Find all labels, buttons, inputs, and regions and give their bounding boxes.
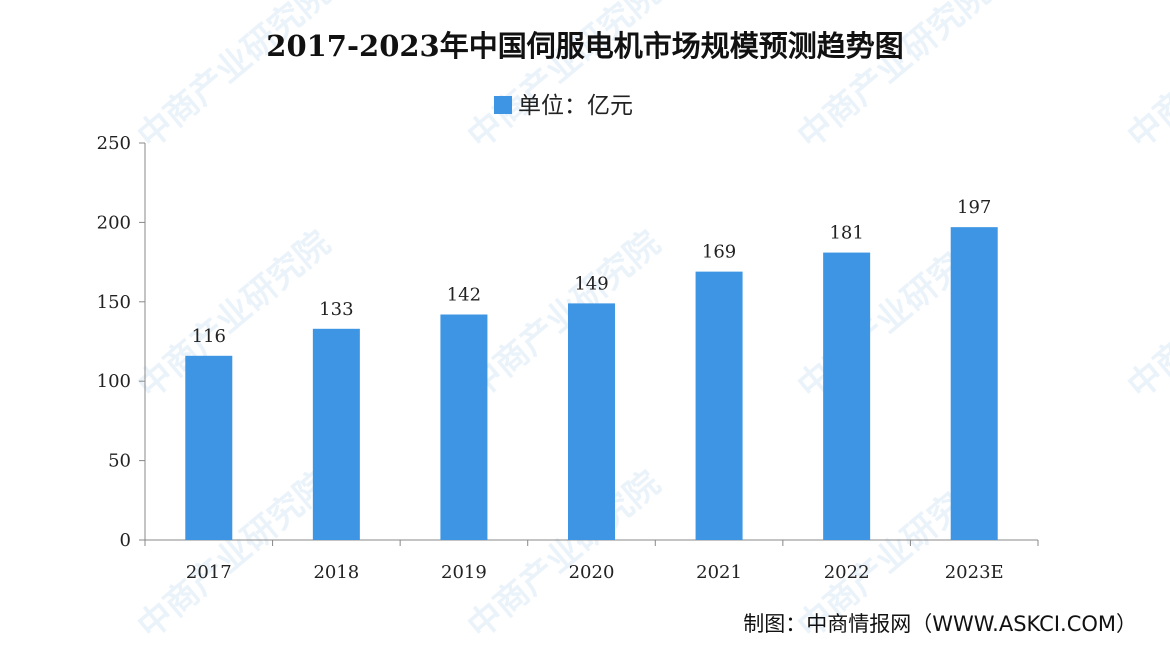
watermark-text: 中商产业研究院 bbox=[460, 0, 668, 157]
y-tick-label: 200 bbox=[97, 212, 131, 233]
bar bbox=[185, 355, 233, 540]
watermark-text: 中商产业研究院 bbox=[460, 223, 668, 407]
bar bbox=[950, 227, 998, 540]
data-label: 142 bbox=[447, 285, 481, 306]
legend-label: 单位：亿元 bbox=[518, 93, 633, 119]
watermark-text: 中商产业研究院 bbox=[1120, 223, 1170, 407]
y-tick-label: 250 bbox=[97, 133, 131, 154]
x-tick-label: 2017 bbox=[186, 562, 232, 583]
x-tick-label: 2022 bbox=[824, 562, 870, 583]
bars bbox=[185, 227, 998, 540]
x-tick-label: 2019 bbox=[441, 562, 487, 583]
data-label: 181 bbox=[829, 223, 863, 244]
legend: 单位：亿元 bbox=[494, 93, 633, 119]
watermark-text: 中商产业研究院 bbox=[130, 0, 338, 157]
bar bbox=[568, 303, 615, 540]
data-label: 169 bbox=[702, 242, 736, 263]
watermark-text: 中商产业研究院 bbox=[130, 223, 338, 407]
bar bbox=[312, 328, 360, 540]
watermark-text: 中商产业研究院 bbox=[1120, 0, 1170, 157]
data-labels: 116 133 142 149 169 181 197 bbox=[192, 197, 992, 347]
source-note: 制图：中商情报网（WWW.ASKCI.COM） bbox=[743, 612, 1137, 636]
x-tick-label: 2021 bbox=[696, 562, 742, 583]
bar bbox=[823, 252, 871, 540]
y-tick-label: 100 bbox=[97, 371, 131, 392]
watermark-text: 中商产业研究院 bbox=[130, 463, 338, 647]
watermark-text: 中商产业研究院 bbox=[460, 463, 668, 647]
chart-title: 2017-2023年中国伺服电机市场规模预测趋势图 bbox=[266, 29, 903, 63]
x-tick-label: 2020 bbox=[569, 562, 615, 583]
data-label: 149 bbox=[574, 273, 608, 294]
watermark-text: 中商产业研究院 bbox=[790, 0, 998, 157]
x-tick-label: 2018 bbox=[313, 562, 359, 583]
bar bbox=[695, 271, 743, 540]
x-tick-label: 2023E bbox=[945, 562, 1004, 583]
y-axis: 0 50 100 150 200 250 bbox=[97, 133, 146, 551]
data-label: 116 bbox=[192, 326, 226, 347]
data-label: 133 bbox=[319, 299, 353, 320]
y-tick-label: 150 bbox=[97, 292, 131, 313]
y-tick-label: 50 bbox=[108, 451, 131, 472]
legend-swatch bbox=[494, 96, 512, 114]
data-label: 197 bbox=[957, 197, 991, 218]
y-tick-label: 0 bbox=[120, 530, 131, 551]
bar bbox=[440, 314, 488, 540]
